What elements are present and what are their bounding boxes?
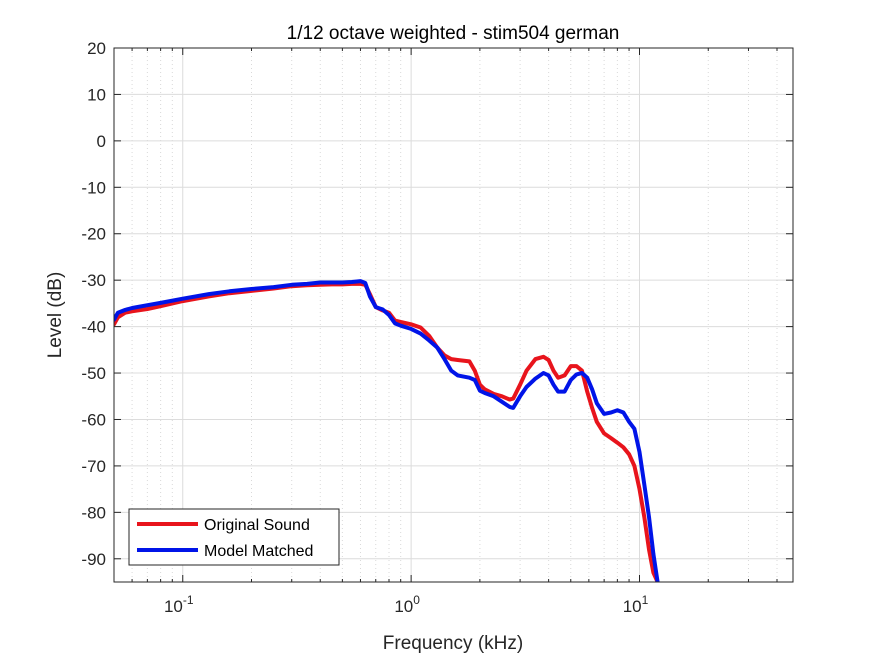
minor-grid — [131, 48, 778, 582]
legend-box — [128, 508, 340, 566]
y-tick-label: -20 — [81, 225, 106, 244]
y-tick-label: -40 — [81, 318, 106, 337]
y-tick-label: -90 — [81, 550, 106, 569]
chart-title: 1/12 octave weighted - stim504 german — [287, 23, 620, 44]
y-tick-label: -60 — [81, 410, 106, 429]
y-tick-label: 0 — [97, 132, 106, 151]
y-tick-label: -80 — [81, 503, 106, 522]
x-tick-label: 101 — [623, 593, 649, 616]
axis-ticks — [114, 47, 793, 582]
y-tick-label: -50 — [81, 364, 106, 383]
plot-area — [114, 48, 793, 582]
y-axis-title: Level (dB) — [45, 272, 66, 359]
series-layer — [114, 279, 660, 582]
x-tick-label: 10-1 — [164, 593, 194, 616]
y-tick-label: -30 — [81, 271, 106, 290]
y-tick-label: 20 — [87, 39, 106, 58]
y-tick-label: 10 — [87, 85, 106, 104]
y-tick-label: -70 — [81, 457, 106, 476]
plot-frame — [113, 47, 794, 583]
x-tick-label: 100 — [394, 593, 420, 616]
y-tick-labels: 20 10 0 -10 -20 -30 -40 -50 -60 -70 -80 -90 — [81, 39, 106, 569]
series-line-model-matched — [114, 279, 660, 582]
legend-label-model-matched: Model Matched — [204, 543, 313, 560]
legend: Original Sound Model Matched — [128, 508, 340, 566]
x-tick-labels: 10-1 100 101 — [164, 593, 649, 616]
x-axis-title: Frequency (kHz) — [383, 633, 523, 654]
legend-label-original-sound: Original Sound — [204, 517, 310, 534]
y-tick-label: -10 — [81, 178, 106, 197]
